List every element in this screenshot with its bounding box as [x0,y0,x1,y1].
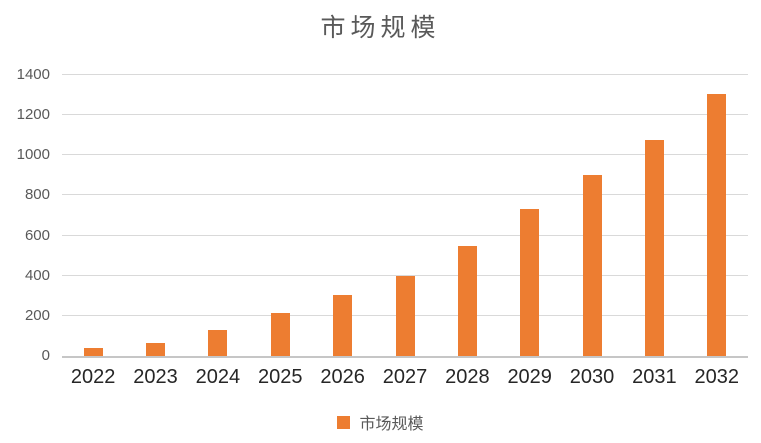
gridline-600 [62,234,748,236]
bar-2023 [146,342,166,356]
x-tick-label-2032: 2032 [694,366,740,388]
y-tick-label-1200: 1200 [16,106,50,124]
y-tick-label-0: 0 [41,347,50,364]
bar-2027 [395,275,415,356]
y-tick-label-1400: 1400 [16,66,50,83]
bar-2025 [270,312,290,356]
x-tick-label-2030: 2030 [569,366,615,388]
y-tick-label-600: 600 [24,226,50,244]
y-tick-label-200: 200 [24,306,50,324]
legend: 市场规模 [0,410,761,434]
gridline-400 [62,274,748,276]
bar-2028 [457,245,477,356]
gridline-1400 [62,74,748,75]
chart-title: 市场规模 [320,14,441,42]
x-axis: 2022 2023 2024 2025 2026 2027 2028 2029 2030 2031… [62,366,748,389]
y-axis: 0 200 400 600 800 1000 1200 1400 [0,66,50,364]
plot-area [62,74,748,358]
x-tick-label-2023: 2023 [133,366,178,388]
bar-2031 [644,140,664,356]
x-tick-label-2022: 2022 [70,366,116,388]
legend-swatch-icon [337,415,351,429]
x-tick-label-2028: 2028 [445,366,490,388]
y-tick-label-1000: 1000 [16,146,50,164]
x-tick-label-2031: 2031 [632,366,677,388]
y-tick-label-800: 800 [24,186,50,204]
gridline-800 [62,194,748,196]
x-tick-label-2026: 2026 [320,366,365,388]
bar-2029 [520,209,540,356]
x-tick-label-2027: 2027 [382,366,428,388]
legend-label: 市场规模 [359,416,424,433]
x-tick-label-2025: 2025 [258,366,303,388]
x-tick-label-2024: 2024 [195,366,241,388]
gridline-1200 [62,114,748,116]
gridline-1000 [62,154,748,156]
bar-2032 [707,94,727,356]
y-tick-label-400: 400 [24,266,50,284]
x-tick-label-2029: 2029 [507,366,552,388]
bar-2026 [333,294,353,356]
bar-2024 [208,329,228,356]
bar-2022 [83,347,103,356]
bar-2030 [582,175,602,356]
